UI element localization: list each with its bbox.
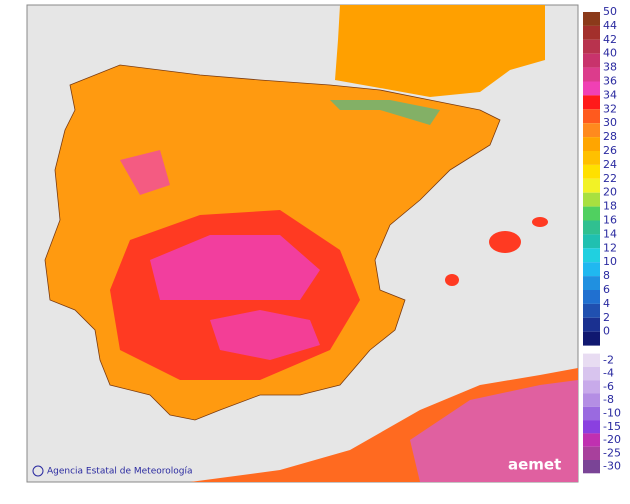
legend-swatch	[583, 276, 600, 290]
legend-swatch	[583, 151, 600, 165]
legend-swatch	[583, 353, 600, 367]
legend-swatch	[583, 303, 600, 318]
logo: aemet	[508, 456, 561, 474]
france	[335, 5, 545, 97]
legend-label: 6	[603, 283, 610, 296]
legend-label: 40	[603, 47, 617, 60]
legend-label: 2	[603, 311, 610, 324]
legend-label: -2	[603, 353, 614, 366]
legend-label: 0	[603, 325, 610, 338]
legend-label: 20	[603, 186, 617, 199]
pyrenees	[330, 100, 440, 125]
legend-swatch	[583, 192, 600, 207]
legend-label: 4	[603, 297, 610, 310]
legend-swatch	[583, 262, 600, 277]
menorca	[532, 217, 548, 227]
legend-label: -15	[603, 420, 621, 433]
legend-swatch	[583, 178, 600, 193]
legend-swatch	[583, 25, 600, 40]
legend-label: 12	[603, 241, 617, 254]
legend-label: 24	[603, 158, 617, 171]
legend-swatch	[583, 406, 600, 421]
legend: 5044424038363432302826242220181614121086…	[583, 5, 621, 474]
legend-swatch	[583, 317, 600, 332]
legend-label: 50	[603, 5, 617, 18]
legend-label: 14	[603, 227, 617, 240]
legend-label: 16	[603, 214, 617, 227]
legend-swatch	[583, 331, 600, 346]
legend-label: 38	[603, 61, 617, 74]
legend-label: -10	[603, 406, 621, 419]
legend-label: -25	[603, 446, 621, 459]
legend-label: -20	[603, 433, 621, 446]
legend-label: 28	[603, 130, 617, 143]
legend-label: 26	[603, 144, 617, 157]
legend-swatch	[583, 67, 600, 82]
mallorca	[489, 231, 521, 253]
legend-label: 22	[603, 172, 617, 185]
hottest-area	[150, 235, 320, 300]
legend-swatch	[583, 380, 600, 394]
legend-swatch	[583, 206, 600, 221]
copyright-icon	[32, 465, 44, 477]
legend-label: 10	[603, 255, 617, 268]
legend-label: 32	[603, 102, 617, 115]
legend-swatch	[583, 123, 600, 138]
legend-swatch	[583, 12, 600, 26]
legend-swatch	[583, 109, 600, 124]
legend-swatch	[583, 460, 600, 474]
legend-swatch	[583, 393, 600, 407]
legend-swatch	[583, 53, 600, 68]
legend-swatch	[583, 248, 600, 263]
legend-label: -8	[603, 393, 614, 406]
hot-spot	[120, 150, 170, 195]
legend-swatch	[583, 164, 600, 179]
legend-swatch	[583, 220, 600, 235]
credit: Agencia Estatal de Meteorología	[47, 467, 193, 477]
legend-label: -4	[603, 367, 614, 380]
legend-label: 8	[603, 269, 610, 282]
legend-swatch	[583, 137, 600, 151]
legend-swatch	[583, 290, 600, 304]
legend-label: -6	[603, 380, 614, 393]
legend-label: 34	[603, 88, 617, 101]
ibiza	[445, 274, 459, 286]
legend-swatch	[583, 39, 600, 54]
legend-label: 18	[603, 200, 617, 213]
legend-label: 44	[603, 19, 617, 32]
legend-label: 30	[603, 116, 617, 129]
legend-label: 36	[603, 75, 617, 88]
legend-swatch	[583, 366, 600, 381]
legend-swatch	[583, 95, 600, 110]
legend-swatch	[583, 446, 600, 460]
legend-swatch	[583, 81, 600, 96]
hottest-area	[210, 310, 320, 360]
africa-hot	[410, 380, 578, 482]
legend-swatch	[583, 420, 600, 434]
legend-label: 42	[603, 33, 617, 46]
legend-swatch	[583, 234, 600, 249]
legend-label: -30	[603, 460, 621, 473]
legend-swatch	[583, 433, 600, 447]
